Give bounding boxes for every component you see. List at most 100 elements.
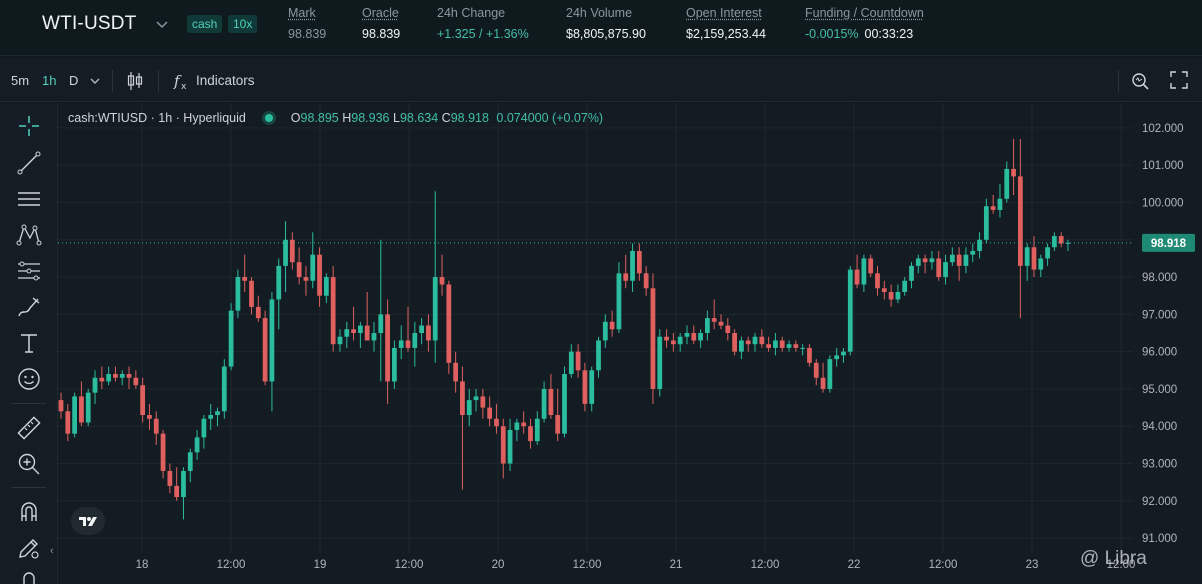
toolbar-divider [12,403,46,404]
screenshot-zoom-icon[interactable] [1130,71,1150,91]
candle-body [514,422,520,430]
timeframe-1h[interactable]: 1h [42,73,57,88]
candle-body [827,359,833,389]
candle-body [759,336,765,345]
stat-label: Oracle [362,6,399,20]
y-tick-label: 97.000 [1142,309,1177,321]
high-value: 98.936 [351,111,390,125]
candle-body [902,280,908,292]
candle-body [446,284,452,363]
candle-body [875,273,880,289]
y-tick-label: 93.000 [1142,459,1177,471]
candle-body [602,321,608,341]
candle-body [997,198,1003,210]
candle-body [405,340,411,348]
candle-body [228,310,234,367]
zoom-icon[interactable] [16,451,42,477]
candle-body [990,206,996,210]
candle-body [657,336,663,389]
candle-body [718,321,724,326]
timeframe-d[interactable]: D [69,73,79,88]
x-tick-label: 23 [1026,559,1039,571]
trend-line-icon[interactable] [16,150,42,176]
indicators-icon[interactable]: f x [172,71,192,91]
candle-body [664,336,669,341]
change-24h: +1.325 / +1.36% [437,27,529,41]
candle-body [739,340,744,352]
candle-body [303,277,309,281]
indicators-button[interactable]: Indicators [196,73,255,88]
x-tick-label: 12:00 [217,559,246,571]
timeframe-5m[interactable]: 5m [11,73,30,88]
candle-body [92,377,98,393]
candle-body [460,381,465,416]
lock-icon[interactable] [16,571,42,584]
symbol-name[interactable]: WTI-USDT [42,13,137,34]
candle-body [385,314,390,382]
candle-body [868,258,874,274]
price-chart[interactable]: 91.000 92.000 93.000 94.000 95.000 96.000 97.0… [58,103,1202,584]
candle-body [575,351,581,371]
candle-body [1045,247,1050,259]
candle-body [732,333,737,352]
fib-icon[interactable] [16,258,42,284]
candle-body [895,291,901,300]
candle-body [1017,176,1023,266]
open-interest: $2,159,253.44 [686,27,766,41]
candle-body [963,254,969,266]
candle-body [160,433,166,471]
chevron-down-icon[interactable] [155,17,169,31]
candle-body [609,321,615,330]
candle-body [126,374,132,378]
chevron-down-icon[interactable] [89,75,101,87]
crosshair-icon[interactable] [16,113,42,139]
candle-body [426,325,431,341]
candle-body [528,426,533,442]
y-tick-label: 96.000 [1142,347,1177,359]
candle-body [453,362,459,382]
chart-area[interactable]: 91.000 92.000 93.000 94.000 95.000 96.000 97.0… [58,103,1202,584]
text-icon[interactable] [16,330,42,356]
candle-body [568,351,574,375]
candle-body [793,344,799,348]
horizontal-lines-icon[interactable] [16,186,42,212]
toolbar-divider [1118,70,1119,92]
candle-body [215,411,220,416]
candle-body [419,325,424,333]
emoji-icon[interactable] [16,366,42,392]
candle-body [847,269,853,352]
candle-body [949,254,955,263]
brush-icon[interactable] [16,294,42,320]
stat-mark: Mark 98.839 [288,6,326,41]
candles-icon[interactable] [126,71,144,91]
candle-body [909,265,914,281]
candle-body [548,388,554,416]
candle-body [820,377,826,389]
y-tick-label: 98.000 [1142,272,1177,284]
candle-body [1052,236,1057,248]
market-status-dot [265,114,274,123]
y-tick-label: 100.000 [1142,197,1184,209]
market-type-badge: cash [187,15,223,33]
candle-body [670,340,676,345]
candle-body [582,370,588,404]
toolbar-divider [158,70,159,92]
candle-body [691,333,697,341]
collapse-toolbar-icon[interactable]: ‹ [50,545,54,557]
candle-body [201,418,207,438]
magnet-icon[interactable] [16,499,42,525]
lock-edit-icon[interactable] [16,535,42,561]
y-tick-label: 102.000 [1142,123,1184,135]
fullscreen-icon[interactable] [1170,71,1188,89]
candle-body [752,336,758,345]
candle-body [956,254,962,266]
candle-body [242,277,248,281]
candle-body [276,265,282,300]
pattern-icon[interactable] [16,222,42,248]
ruler-icon[interactable] [16,415,42,441]
y-tick-label: 101.000 [1142,160,1184,172]
stat-label: Open Interest [686,6,762,20]
tradingview-logo-icon[interactable] [71,507,105,535]
x-tick-label: 12:00 [395,559,424,571]
stat-label: 24h Change [437,6,506,20]
